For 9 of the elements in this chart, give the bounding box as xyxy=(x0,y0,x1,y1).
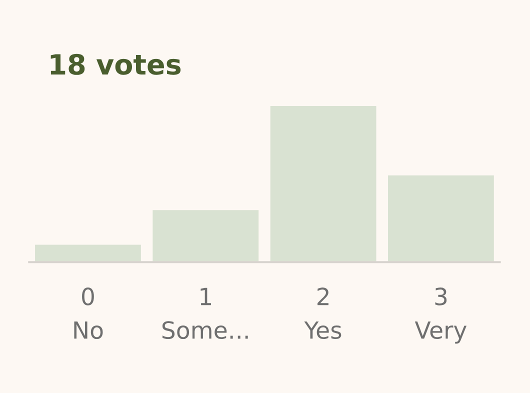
bar xyxy=(388,175,494,262)
bar xyxy=(270,106,376,262)
x-tick-label: 1 Some... xyxy=(162,288,248,340)
x-tick-label: 0 No xyxy=(74,288,103,340)
x-tick-label: 2 Yes xyxy=(304,288,342,340)
x-tick-label: 3 Very xyxy=(414,288,467,344)
bar xyxy=(152,210,259,262)
chart-title: 18 votes xyxy=(50,54,181,75)
bar xyxy=(35,244,141,262)
